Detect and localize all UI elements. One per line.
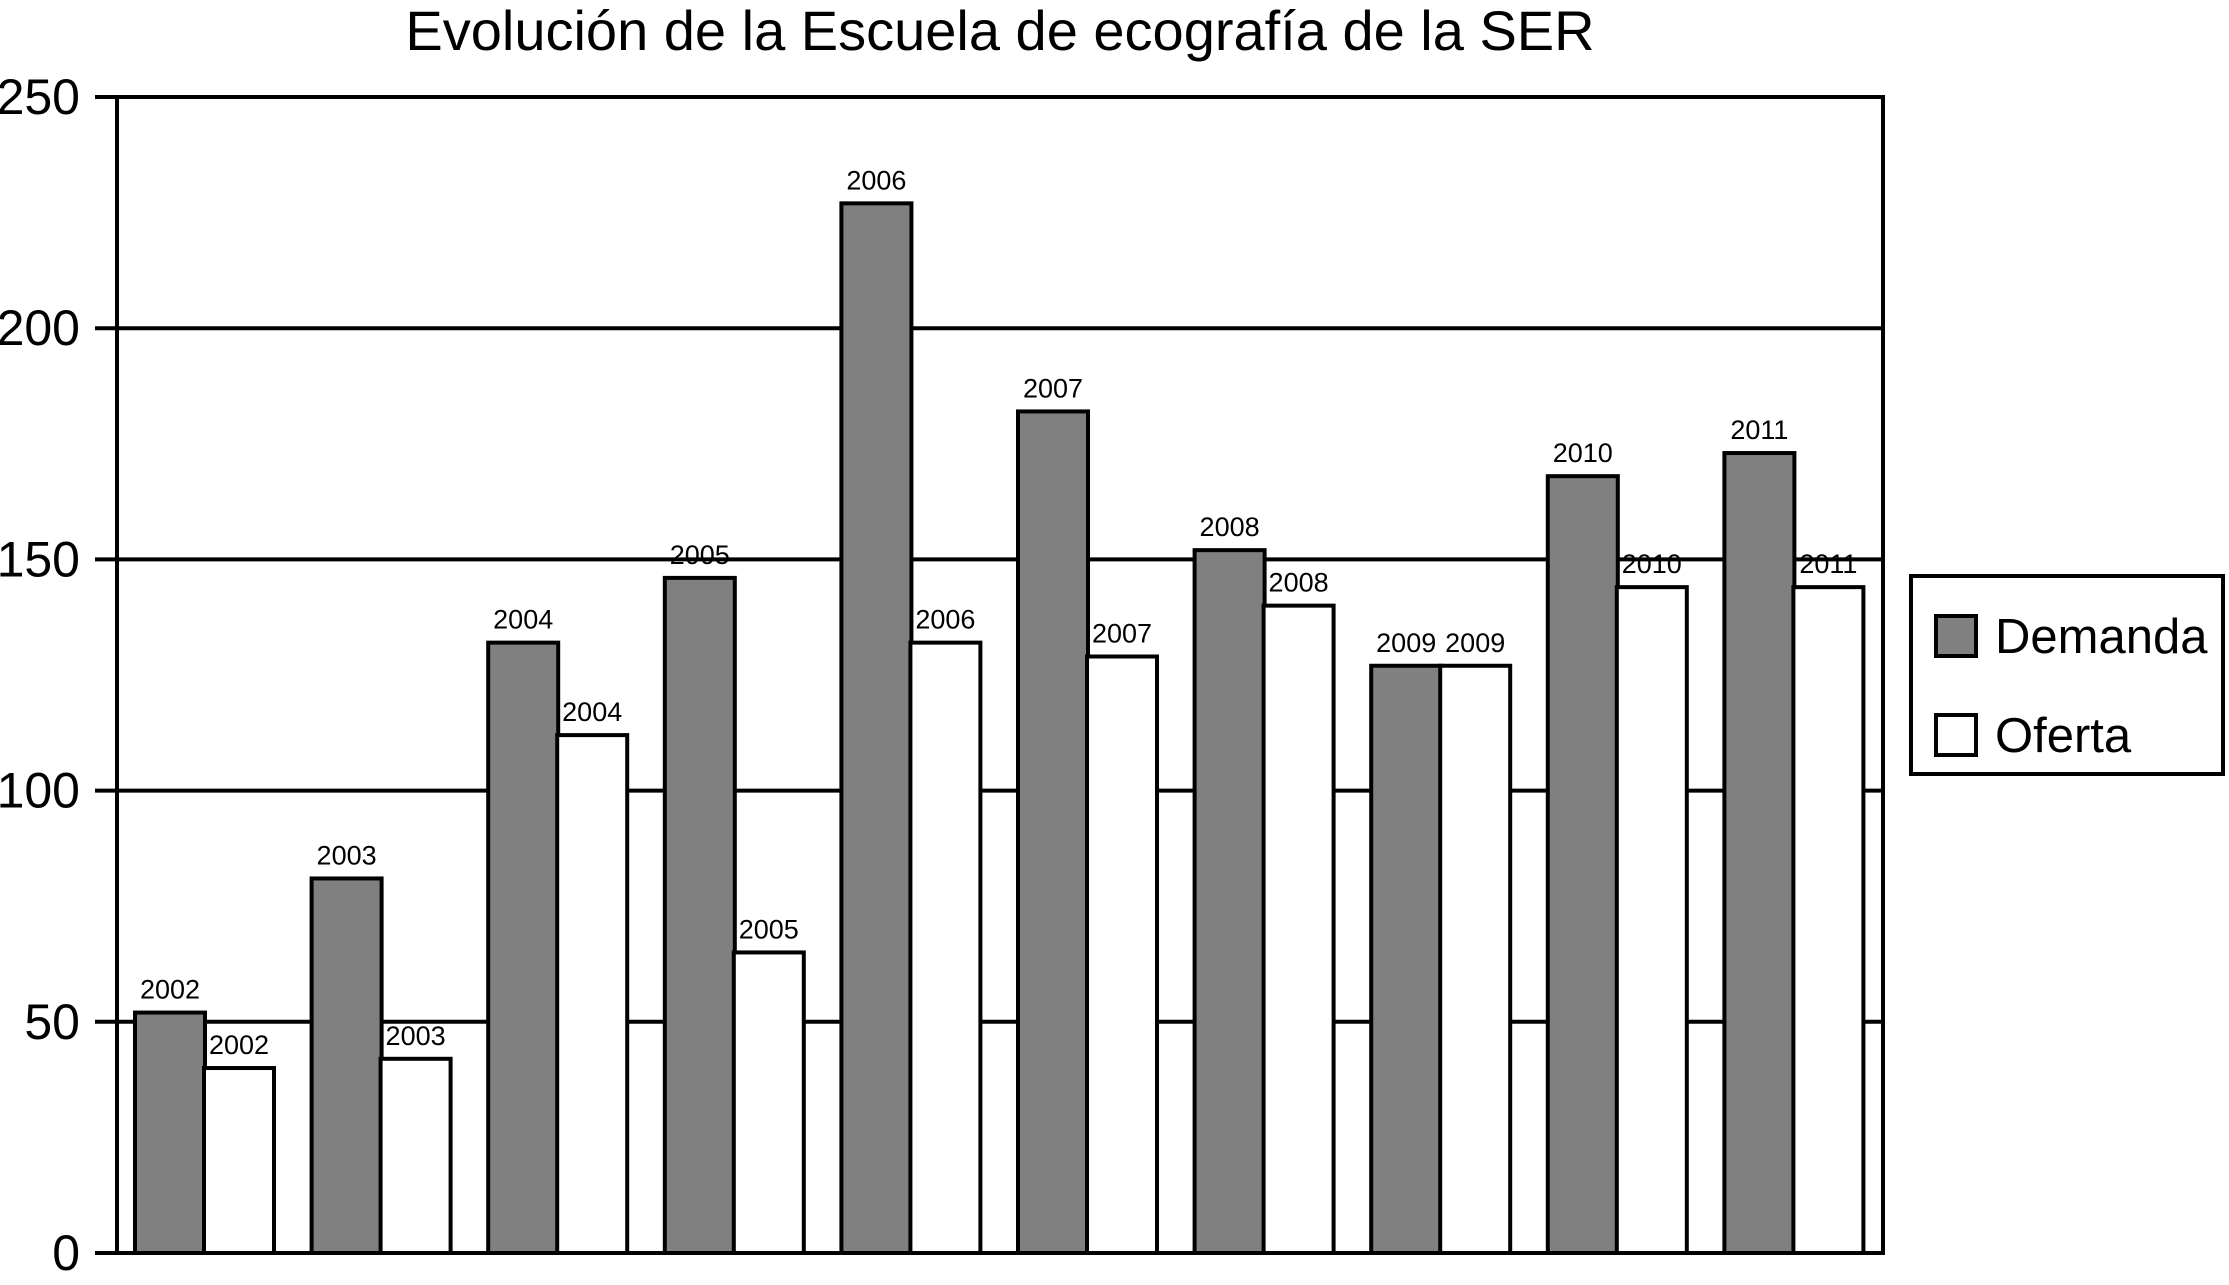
bar-demanda-2003 <box>309 876 384 1255</box>
data-label-oferta-2003: 2003 <box>386 1021 446 1051</box>
bar-demanda-2004 <box>486 640 561 1255</box>
data-label-oferta-2005: 2005 <box>739 914 799 944</box>
y-tick-label: 50 <box>24 994 80 1050</box>
y-axis-ticks: 0 50 100 150 200 250 <box>0 69 117 1281</box>
data-label-oferta-2007: 2007 <box>1092 619 1152 649</box>
bar-oferta-2003 <box>378 1056 453 1255</box>
bar-demanda-2009 <box>1369 663 1444 1255</box>
legend: Demanda Oferta <box>1909 574 2225 776</box>
bar-demanda-2011 <box>1722 451 1797 1256</box>
bar-oferta-2006 <box>908 640 983 1255</box>
data-label-oferta-2002: 2002 <box>209 1030 269 1060</box>
data-label-oferta-2011: 2011 <box>1799 549 1857 579</box>
bar-oferta-2005 <box>731 950 806 1255</box>
bar-demanda-2002 <box>133 1010 207 1255</box>
bar-oferta-2011 <box>1791 585 1866 1255</box>
data-label-oferta-2010: 2010 <box>1622 549 1682 579</box>
bar-oferta-2010 <box>1614 585 1689 1255</box>
legend-label-demanda: Demanda <box>1995 610 2208 664</box>
data-label-oferta-2009: 2009 <box>1445 628 1505 658</box>
bar-oferta-2002 <box>202 1066 276 1256</box>
bar-oferta-2009 <box>1438 663 1513 1255</box>
data-label-demanda-2007: 2007 <box>1023 373 1083 403</box>
bar-oferta-2004 <box>555 733 630 1255</box>
y-tick-label: 250 <box>0 69 80 125</box>
bar-oferta-2008 <box>1261 603 1336 1255</box>
y-tick-label: 150 <box>0 531 80 587</box>
bars <box>133 201 1866 1256</box>
legend-swatch-demanda <box>1934 614 1978 658</box>
bar-demanda-2005 <box>662 575 737 1255</box>
data-label-demanda-2010: 2010 <box>1553 438 1613 468</box>
data-label-demanda-2005: 2005 <box>670 540 730 570</box>
bar-demanda-2008 <box>1192 548 1267 1255</box>
data-label-demanda-2009: 2009 <box>1376 628 1436 658</box>
legend-label-oferta: Oferta <box>1995 709 2132 763</box>
data-labels: 2002 2003 2004 2005 2006 2007 2008 2009 2010 2011… <box>140 165 1857 1060</box>
legend-swatch-oferta <box>1934 713 1978 757</box>
data-label-demanda-2011: 2011 <box>1730 415 1788 445</box>
bar-demanda-2007 <box>1016 409 1090 1255</box>
chart-title: Evolución de la Escuela de ecografía de … <box>405 0 1594 62</box>
y-tick-label: 200 <box>0 300 80 356</box>
bar-demanda-2006 <box>839 201 914 1255</box>
data-label-oferta-2008: 2008 <box>1269 568 1329 598</box>
data-label-demanda-2003: 2003 <box>317 840 377 870</box>
y-tick-label: 100 <box>0 763 80 819</box>
plot-frame <box>115 95 1885 1255</box>
data-label-oferta-2004: 2004 <box>562 697 622 727</box>
data-label-oferta-2006: 2006 <box>915 605 975 635</box>
data-label-demanda-2004: 2004 <box>493 605 553 635</box>
data-label-demanda-2006: 2006 <box>846 165 906 195</box>
data-label-demanda-2008: 2008 <box>1200 512 1260 542</box>
bar-demanda-2010 <box>1545 474 1620 1255</box>
y-tick-label: 0 <box>52 1225 80 1281</box>
data-label-demanda-2002: 2002 <box>140 975 200 1005</box>
bar-oferta-2007 <box>1085 654 1159 1255</box>
